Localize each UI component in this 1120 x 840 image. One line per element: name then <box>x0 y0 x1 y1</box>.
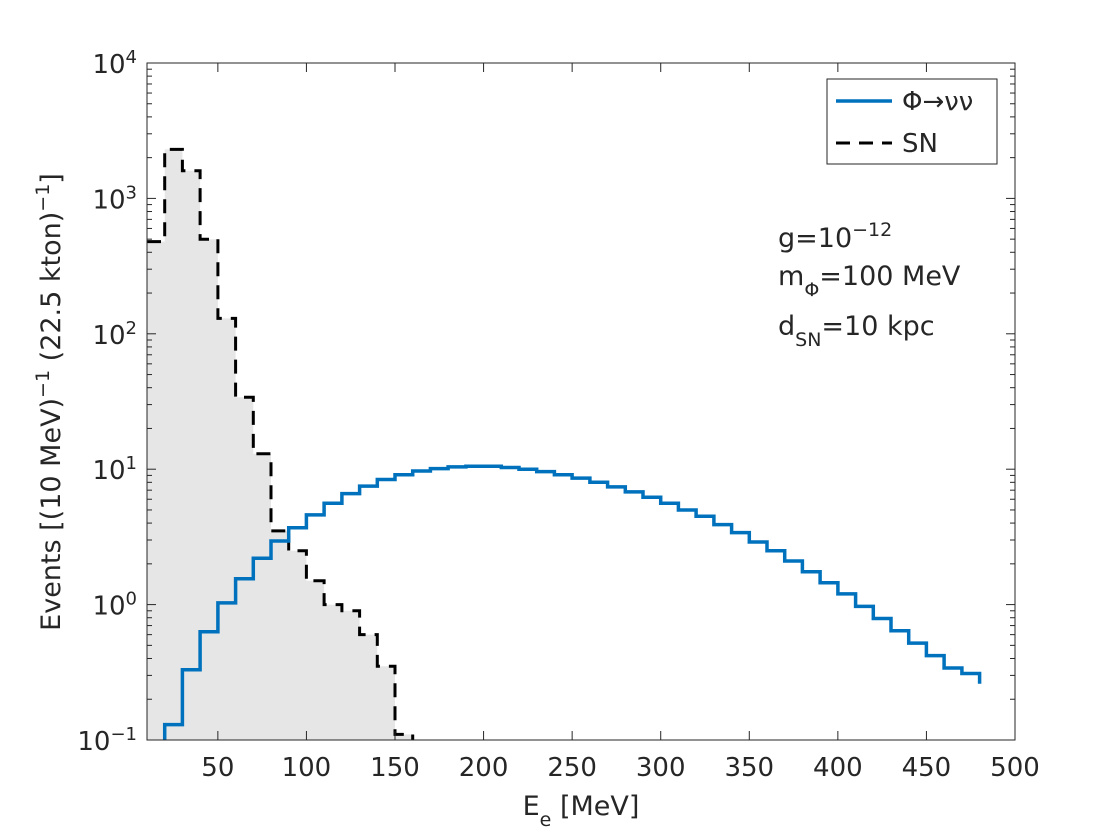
annotation-mass: mΦ=100 MeV <box>778 261 961 301</box>
x-tick-label: 250 <box>547 753 597 783</box>
plot-area <box>147 63 1015 740</box>
sn-filled-area <box>147 149 413 740</box>
parameter-annotation: g=10−12 mΦ=100 MeV dSN=10 kpc <box>778 219 961 351</box>
y-tick-label: 101 <box>92 453 137 487</box>
axis-ticks <box>147 62 1016 741</box>
x-tick-labels: 50 100 150 200 250 300 350 400 450 500 <box>201 753 1040 783</box>
legend-box <box>826 78 998 165</box>
x-tick-label: 350 <box>724 753 774 783</box>
y-tick-label: 104 <box>92 47 137 81</box>
y-tick-labels: 10−1 100 101 102 103 104 <box>77 47 137 758</box>
phi-series-line <box>162 464 982 740</box>
axes-box <box>146 62 1016 741</box>
x-tick-label: 200 <box>459 753 509 783</box>
x-tick-label: 400 <box>813 753 863 783</box>
sn-series-line <box>147 147 415 740</box>
legend-phi-label: Φ→νν <box>902 87 973 117</box>
legend-sn-label: SN <box>902 129 938 159</box>
x-tick-label: 150 <box>370 753 420 783</box>
y-axis-label: Events [(10 MeV)−1 (22.5 kton)−1] <box>32 173 67 631</box>
x-axis-label: Ee [MeV] <box>523 791 640 831</box>
y-tick-label: 100 <box>92 588 137 622</box>
x-tick-label: 450 <box>902 753 952 783</box>
legend: Φ→νν SN <box>826 78 998 165</box>
x-tick-label: 100 <box>282 753 332 783</box>
annotation-coupling: g=10−12 <box>778 219 892 254</box>
x-tick-label: 50 <box>201 753 234 783</box>
annotation-distance: dSN=10 kpc <box>778 311 935 351</box>
x-tick-label: 300 <box>636 753 686 783</box>
y-tick-label: 102 <box>92 317 137 351</box>
y-tick-label: 10−1 <box>77 724 137 758</box>
y-tick-label: 103 <box>92 182 137 216</box>
x-tick-label: 500 <box>990 753 1040 783</box>
